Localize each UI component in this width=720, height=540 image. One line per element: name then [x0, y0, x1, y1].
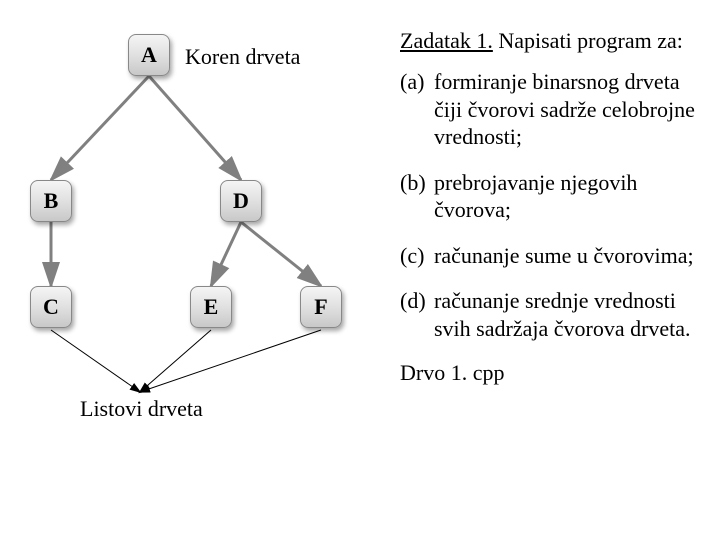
task-title-underlined: Zadatak 1.: [400, 28, 493, 53]
node-label: A: [141, 42, 157, 68]
task-text: Zadatak 1. Napisati program za: (a) form…: [400, 28, 700, 386]
tree-node-d: D: [220, 180, 262, 222]
task-marker: (d): [400, 287, 434, 342]
node-label: C: [43, 294, 59, 320]
root-caption: Koren drveta: [185, 44, 300, 70]
task-body: računanje srednje vrednosti svih sadržaj…: [434, 287, 700, 342]
node-label: F: [314, 294, 327, 320]
node-label: B: [44, 188, 59, 214]
task-item: (a) formiranje binarsnog drveta čiji čvo…: [400, 68, 700, 151]
task-item: (b) prebrojavanje njegovih čvorova;: [400, 169, 700, 224]
task-title: Zadatak 1. Napisati program za:: [400, 28, 700, 54]
task-filename: Drvo 1. cpp: [400, 360, 700, 386]
task-marker: (c): [400, 242, 434, 270]
tree-node-e: E: [190, 286, 232, 328]
node-label: D: [233, 188, 249, 214]
tree-node-b: B: [30, 180, 72, 222]
task-body: formiranje binarsnog drveta čiji čvorovi…: [434, 68, 700, 151]
tree-node-f: F: [300, 286, 342, 328]
task-item: (c) računanje sume u čvorovima;: [400, 242, 700, 270]
task-body: prebrojavanje njegovih čvorova;: [434, 169, 700, 224]
task-marker: (a): [400, 68, 434, 151]
tree-node-a: A: [128, 34, 170, 76]
task-marker: (b): [400, 169, 434, 224]
task-title-rest: Napisati program za:: [493, 28, 683, 53]
node-label: E: [204, 294, 219, 320]
task-body: računanje sume u čvorovima;: [434, 242, 700, 270]
leaves-caption: Listovi drveta: [80, 396, 203, 422]
task-item: (d) računanje srednje vrednosti svih sad…: [400, 287, 700, 342]
tree-node-c: C: [30, 286, 72, 328]
tree-edges-svg: [0, 0, 390, 540]
tree-diagram: A B C D E F Koren drveta Listovi drveta: [0, 0, 390, 540]
